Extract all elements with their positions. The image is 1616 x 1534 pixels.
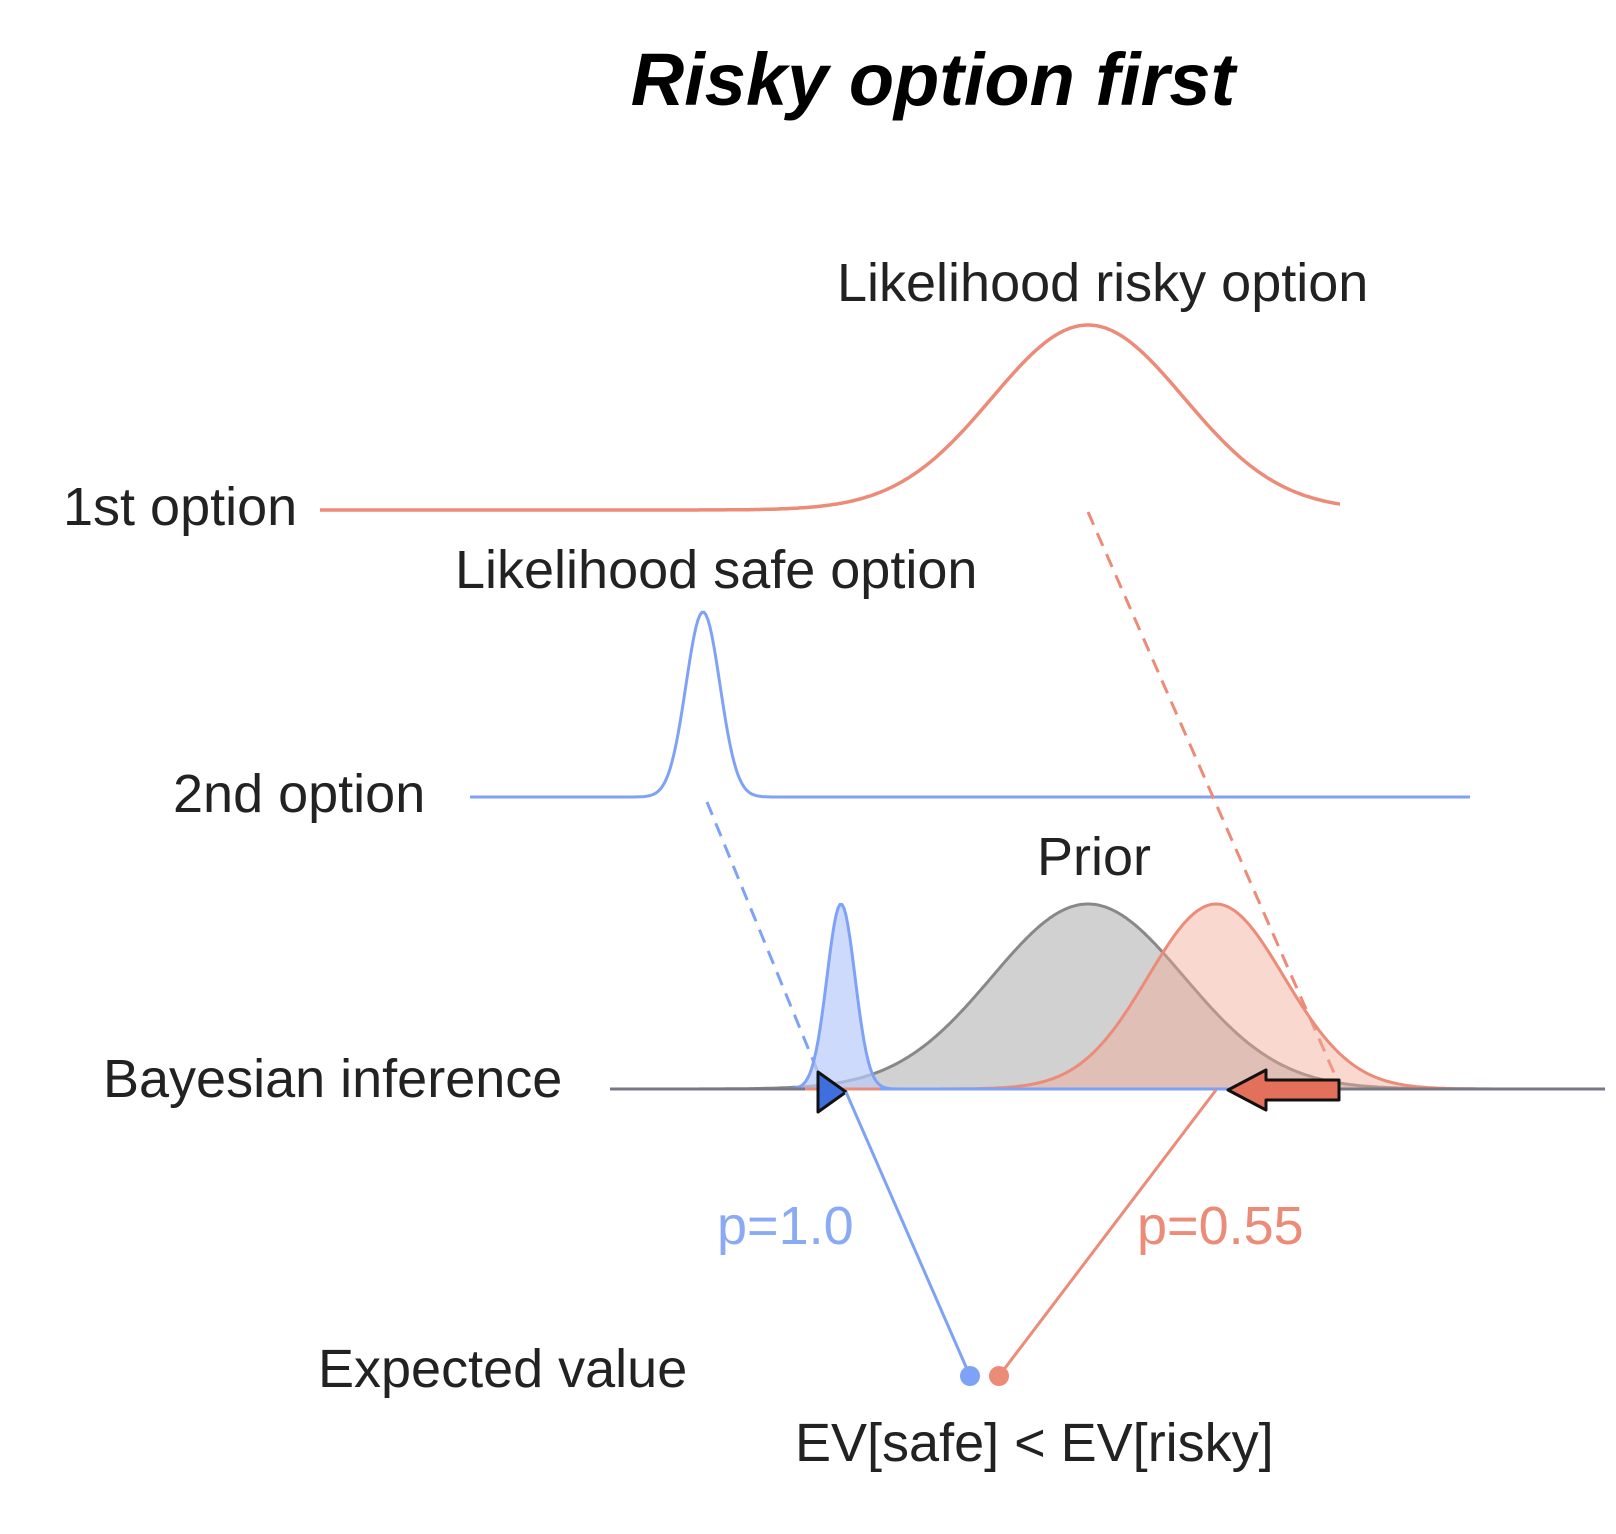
- safe-projection-dashed-line: [705, 801, 824, 1083]
- safe-posterior-distribution: [770, 903, 920, 1091]
- risky-probability-label: p=0.55: [1137, 1196, 1304, 1256]
- risky-shift-arrow-icon: [1226, 1068, 1341, 1112]
- risky-expected-value-dot: [989, 1366, 1009, 1386]
- diagram-title: Risky option first: [631, 38, 1239, 121]
- row-label-expected-value: Expected value: [318, 1339, 687, 1399]
- risky-to-ev-line: [997, 1089, 1218, 1377]
- safe-expected-value-dot: [960, 1366, 980, 1386]
- safe-probability-label: p=1.0: [717, 1196, 854, 1256]
- row-label-second-option: 2nd option: [173, 764, 425, 824]
- label-likelihood-safe: Likelihood safe option: [455, 540, 977, 600]
- safe-posterior-mean-triangle: [816, 1070, 848, 1114]
- risky-likelihood-curve: [320, 323, 1341, 512]
- ev-comparison-text: EV[safe] < EV[risky]: [795, 1413, 1274, 1473]
- safe-likelihood-curve: [470, 610, 1470, 799]
- row-label-first-option: 1st option: [63, 477, 297, 537]
- row-label-bayesian-inference: Bayesian inference: [103, 1049, 562, 1109]
- label-likelihood-risky: Likelihood risky option: [837, 253, 1368, 313]
- label-prior: Prior: [1037, 827, 1151, 887]
- safe-to-ev-line: [844, 1091, 972, 1377]
- risky-projection-dashed-line: [1086, 511, 1340, 1083]
